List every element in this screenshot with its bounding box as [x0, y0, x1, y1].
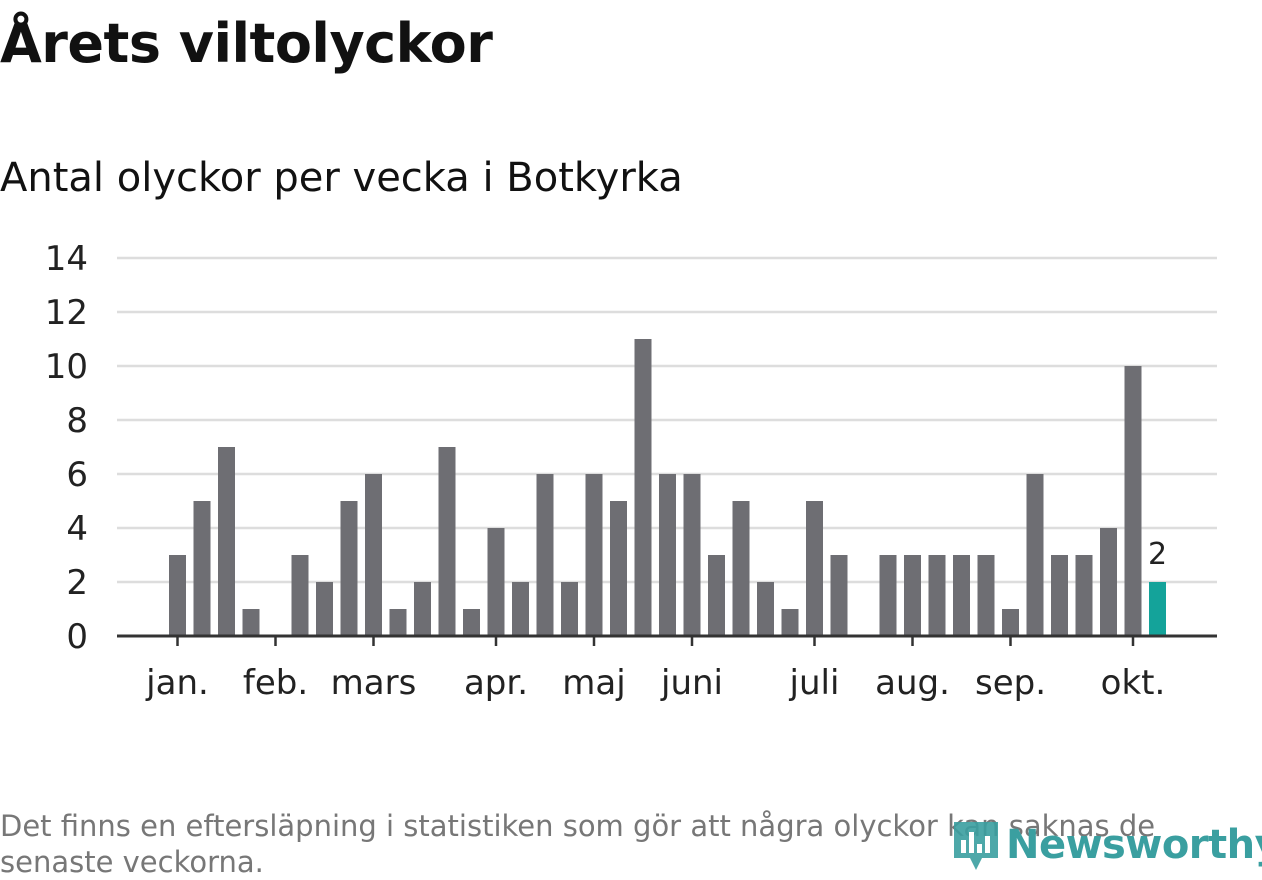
bar-week-28 [830, 555, 848, 636]
bar-week-41 [1149, 582, 1166, 636]
bar-week-8 [340, 501, 358, 636]
bar-week-30 [879, 555, 897, 636]
bar-week-15 [512, 582, 529, 636]
x-tick-label-sep.: sep. [975, 663, 1046, 703]
bar-week-17 [561, 582, 578, 636]
bar-week-16 [536, 474, 554, 636]
y-tick-label-0: 0 [66, 617, 88, 657]
bar-week-10 [389, 609, 407, 636]
bars: 2 [169, 339, 1167, 636]
x-tick-label-maj: maj [562, 663, 625, 703]
bar-week-14 [487, 528, 505, 636]
x-tick-label-mars: mars [331, 663, 417, 703]
bar-week-4 [242, 609, 260, 636]
x-tick-label-aug.: aug. [875, 663, 950, 703]
bar-week-3 [218, 447, 235, 636]
last-value-label: 2 [1148, 537, 1167, 572]
bar-week-38 [1075, 555, 1093, 636]
bar-week-31 [904, 555, 921, 636]
bar-week-19 [610, 501, 627, 636]
newsworthy-logo: Newsworthy [952, 818, 1262, 872]
x-axis: jan. feb. mars apr. maj juni juli aug. sep. okt. [117, 634, 1217, 703]
bar-week-37 [1051, 555, 1068, 636]
bar-week-12 [438, 447, 456, 636]
bar-week-7 [316, 582, 333, 636]
bar-week-35 [1002, 609, 1019, 636]
y-tick-label-12: 12 [45, 293, 88, 333]
bar-week-2 [193, 501, 211, 636]
bar-week-13 [463, 609, 480, 636]
bar-week-22 [683, 474, 701, 636]
x-tick-label-feb.: feb. [243, 663, 308, 703]
x-tick-label-okt.: okt. [1101, 663, 1166, 703]
x-tick-label-jan.: jan. [145, 663, 209, 703]
y-tick-label-10: 10 [45, 347, 88, 387]
logo-text: Newsworthy [1006, 822, 1262, 868]
bar-week-25 [757, 582, 774, 636]
bar-week-9 [365, 474, 382, 636]
bar-week-26 [781, 609, 799, 636]
bar-week-11 [414, 582, 431, 636]
bar-week-39 [1100, 528, 1117, 636]
bar-week-34 [977, 555, 995, 636]
bar-week-18 [585, 474, 603, 636]
y-tick-label-14: 14 [45, 239, 88, 279]
bar-week-33 [953, 555, 970, 636]
bar-week-1 [169, 555, 186, 636]
y-tick-label-2: 2 [66, 563, 88, 603]
bar-chart: 0 2 4 6 8 10 12 14 2 jan. feb. mars apr. maj juni jul… [45, 239, 1217, 703]
x-tick-label-juni: juni [660, 663, 723, 703]
bar-week-6 [291, 555, 309, 636]
y-tick-label-6: 6 [66, 455, 88, 495]
x-tick-label-juli: juli [789, 663, 840, 703]
y-axis-ticks: 0 2 4 6 8 10 12 14 [45, 239, 88, 657]
bar-week-27 [806, 501, 823, 636]
bar-week-40 [1124, 366, 1142, 636]
y-tick-label-4: 4 [66, 509, 88, 549]
chart-subtitle: Antal olyckor per vecka i Botkyrka [0, 155, 683, 201]
newsworthy-logo-icon [954, 822, 998, 870]
bar-week-32 [928, 555, 946, 636]
y-tick-label-8: 8 [66, 401, 88, 441]
bar-week-36 [1026, 474, 1044, 636]
bar-week-24 [732, 501, 750, 636]
x-tick-label-apr.: apr. [464, 663, 528, 703]
chart-title: Årets viltolyckor [0, 12, 493, 75]
bar-week-20 [634, 339, 652, 636]
bar-week-21 [659, 474, 676, 636]
bar-week-23 [708, 555, 725, 636]
